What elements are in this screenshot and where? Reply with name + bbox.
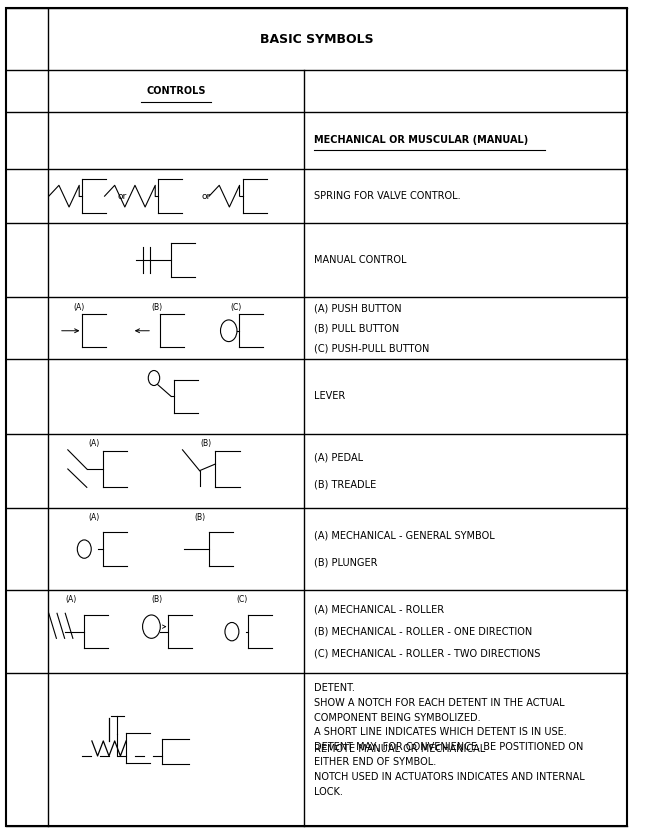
Text: (C): (C) [237,595,248,605]
Text: (C): (C) [230,303,241,312]
Text: BASIC SYMBOLS: BASIC SYMBOLS [260,33,374,46]
Text: (B): (B) [200,439,211,448]
Text: (A): (A) [88,439,99,448]
Text: (B) PULL BUTTON: (B) PULL BUTTON [314,324,399,334]
Text: MECHANICAL OR MUSCULAR (MANUAL): MECHANICAL OR MUSCULAR (MANUAL) [314,135,528,145]
Text: (C) MECHANICAL - ROLLER - TWO DIRECTIONS: (C) MECHANICAL - ROLLER - TWO DIRECTIONS [314,648,540,658]
Text: (B): (B) [151,595,162,605]
Text: (B) TREADLE: (B) TREADLE [314,479,376,489]
Text: DETENT.
SHOW A NOTCH FOR EACH DETENT IN THE ACTUAL
COMPONENT BEING SYMBOLIZED.
A: DETENT. SHOW A NOTCH FOR EACH DETENT IN … [314,683,584,796]
Text: (B) PLUNGER: (B) PLUNGER [314,557,377,567]
Text: (B): (B) [194,513,205,522]
Text: (B): (B) [151,303,162,312]
Text: MANUAL CONTROL: MANUAL CONTROL [314,255,406,265]
Text: CONTROLS: CONTROLS [146,86,205,96]
Text: or: or [202,192,211,201]
Text: (A) PEDAL: (A) PEDAL [314,452,363,462]
Text: LEVER: LEVER [314,391,345,401]
Text: (A): (A) [66,595,77,605]
Text: (A): (A) [73,303,85,312]
Text: (A) MECHANICAL - GENERAL SYMBOL: (A) MECHANICAL - GENERAL SYMBOL [314,530,495,540]
Text: or: or [117,192,126,201]
Text: (A) MECHANICAL - ROLLER: (A) MECHANICAL - ROLLER [314,605,444,615]
Text: (B) MECHANICAL - ROLLER - ONE DIRECTION: (B) MECHANICAL - ROLLER - ONE DIRECTION [314,626,532,636]
Text: (C) PUSH-PULL BUTTON: (C) PUSH-PULL BUTTON [314,344,429,354]
Text: SPRING FOR VALVE CONTROL.: SPRING FOR VALVE CONTROL. [314,191,460,201]
Text: (A): (A) [88,513,99,522]
Text: REMOTE MANUAL OR MECHANICAL: REMOTE MANUAL OR MECHANICAL [314,744,485,754]
Text: (A) PUSH BUTTON: (A) PUSH BUTTON [314,304,401,314]
